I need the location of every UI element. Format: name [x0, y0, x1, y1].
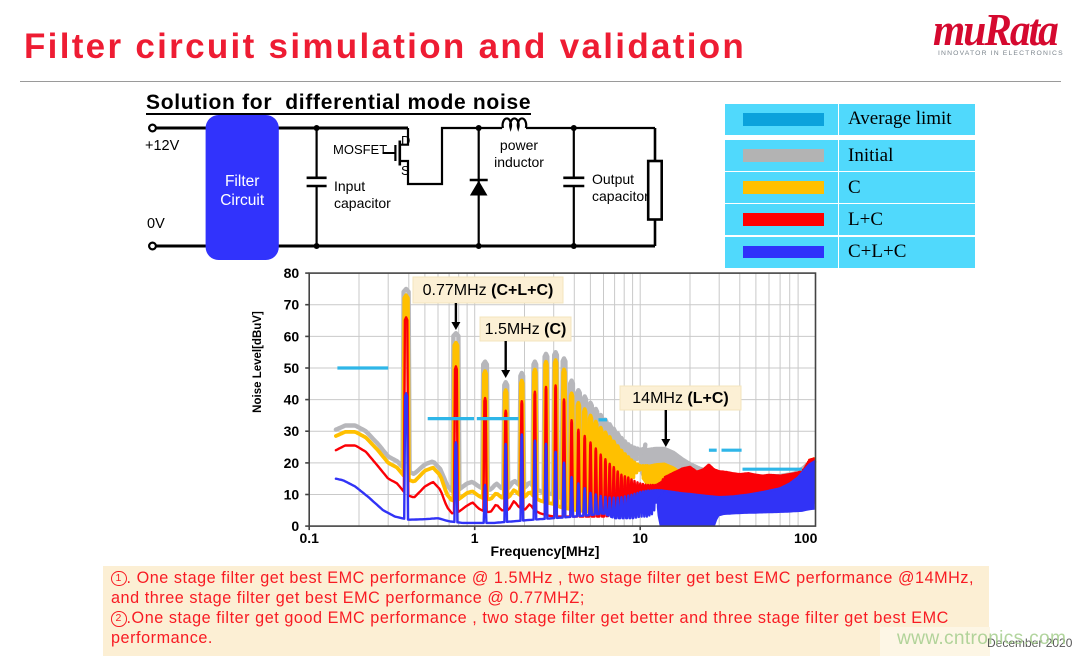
svg-text:10: 10: [284, 487, 300, 503]
svg-text:Noise Level[dBuV]: Noise Level[dBuV]: [252, 311, 264, 413]
svg-text:40: 40: [284, 392, 300, 408]
svg-text:30: 30: [284, 423, 300, 439]
svg-text:1.5MHz (C): 1.5MHz (C): [485, 321, 567, 338]
svg-text:100: 100: [794, 530, 818, 546]
svg-text:Input: Input: [334, 178, 365, 194]
svg-text:20: 20: [284, 455, 300, 471]
svg-text:10: 10: [632, 530, 648, 546]
svg-text:capacitor: capacitor: [592, 188, 649, 204]
svg-text:Frequency[MHz]: Frequency[MHz]: [491, 543, 600, 559]
svg-text:capacitor: capacitor: [334, 195, 391, 211]
svg-text:14MHz (L+C): 14MHz (L+C): [632, 390, 728, 407]
svg-text:80: 80: [284, 265, 300, 281]
svg-text:+12V: +12V: [145, 138, 180, 154]
svg-text:MOSFET: MOSFET: [333, 142, 387, 157]
svg-text:0V: 0V: [147, 216, 165, 232]
svg-text:D: D: [401, 133, 410, 148]
svg-text:70: 70: [284, 297, 300, 313]
svg-text:0: 0: [291, 518, 299, 534]
svg-text:50: 50: [284, 360, 300, 376]
svg-text:Output: Output: [592, 171, 634, 187]
svg-text:Filter: Filter: [225, 173, 259, 190]
svg-text:Circuit: Circuit: [220, 192, 265, 209]
svg-text:0.77MHz (C+L+C): 0.77MHz (C+L+C): [423, 282, 554, 299]
svg-text:60: 60: [284, 328, 300, 344]
svg-text:1: 1: [471, 530, 479, 546]
svg-text:0.1: 0.1: [299, 530, 319, 546]
svg-text:inductor: inductor: [494, 154, 544, 170]
svg-text:power: power: [500, 137, 538, 153]
svg-text:S: S: [401, 163, 410, 178]
